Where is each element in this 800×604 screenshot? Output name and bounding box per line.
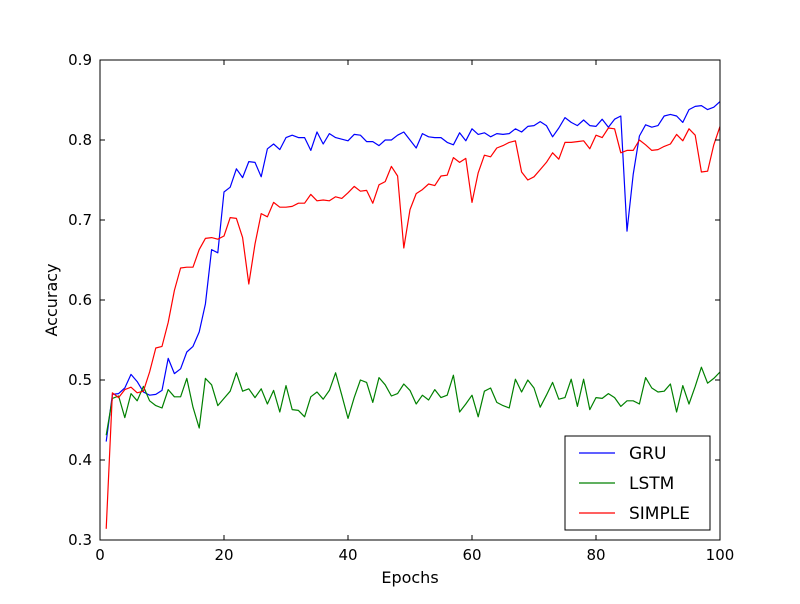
y-axis-label: Accuracy [42,263,61,336]
series-line-simple [105,126,721,529]
x-tick-label: 20 [214,546,233,564]
y-tick-label: 0.7 [68,211,92,229]
y-tick-label: 0.6 [68,291,92,309]
series-line-gru [105,101,721,442]
legend: GRU LSTM SIMPLE [564,435,711,531]
x-tick-label: 0 [95,546,105,564]
legend-label-simple: SIMPLE [629,504,690,524]
axes: 0 20 40 60 80 100 0.3 0.4 0.5 0.6 0.7 0.8 0.9 [68,51,734,564]
x-tick-label: 100 [706,546,735,564]
x-tick-label: 60 [462,546,481,564]
legend-label-gru: GRU [629,444,666,464]
y-tick-label: 0.3 [68,531,92,549]
x-tick-label: 40 [338,546,357,564]
x-tick-label: 80 [586,546,605,564]
legend-label-lstm: LSTM [629,474,674,494]
y-tick-label: 0.4 [68,451,92,469]
y-tick-label: 0.5 [68,371,92,389]
y-tick-label: 0.8 [68,131,92,149]
y-tick-label: 0.9 [68,51,92,69]
series-line-lstm [105,366,721,436]
plot-area [105,101,721,529]
x-axis-label: Epochs [381,568,438,587]
